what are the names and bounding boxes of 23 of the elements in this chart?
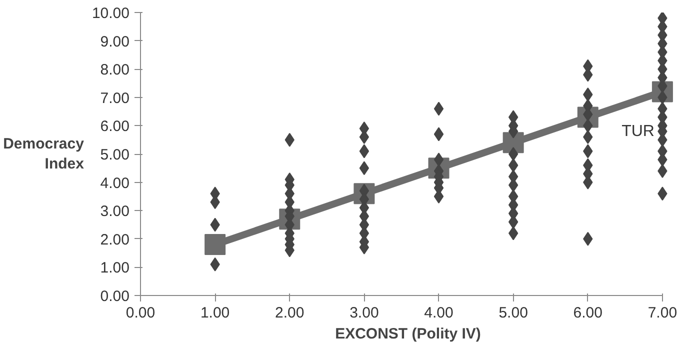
y-tick-label: 3.00 bbox=[100, 203, 130, 220]
x-tick-label: 3.00 bbox=[350, 304, 379, 322]
y-tick-label: 7.00 bbox=[100, 90, 130, 107]
x-tick-label: 0.00 bbox=[126, 304, 156, 322]
y-tick-label: 0.00 bbox=[100, 288, 130, 305]
y-tick-label: 1.00 bbox=[100, 260, 130, 277]
y-tick-label: 6.00 bbox=[100, 118, 130, 136]
y-tick-label: 8.00 bbox=[100, 62, 130, 79]
y-tick-label: 5.00 bbox=[100, 146, 130, 164]
x-tick-label: 7.00 bbox=[648, 304, 678, 322]
x-tick-label: 2.00 bbox=[275, 304, 304, 322]
y-axis-title: Democracy Index bbox=[3, 135, 85, 173]
y-tick-label: 2.00 bbox=[100, 231, 130, 248]
x-tick-label: 1.00 bbox=[200, 304, 230, 322]
x-tick-label: 4.00 bbox=[424, 304, 454, 322]
annotation: TUR bbox=[622, 122, 654, 140]
y-tick-label: 10.00 bbox=[92, 5, 130, 22]
x-axis-title: EXCONST (Polity IV) bbox=[335, 326, 481, 342]
x-tick-label: 5.00 bbox=[498, 304, 528, 322]
point bbox=[204, 234, 226, 256]
x-tick-label: 6.00 bbox=[573, 304, 602, 322]
y-tick-label: 4.00 bbox=[100, 174, 130, 192]
y-tick-label: 9.00 bbox=[100, 33, 130, 50]
